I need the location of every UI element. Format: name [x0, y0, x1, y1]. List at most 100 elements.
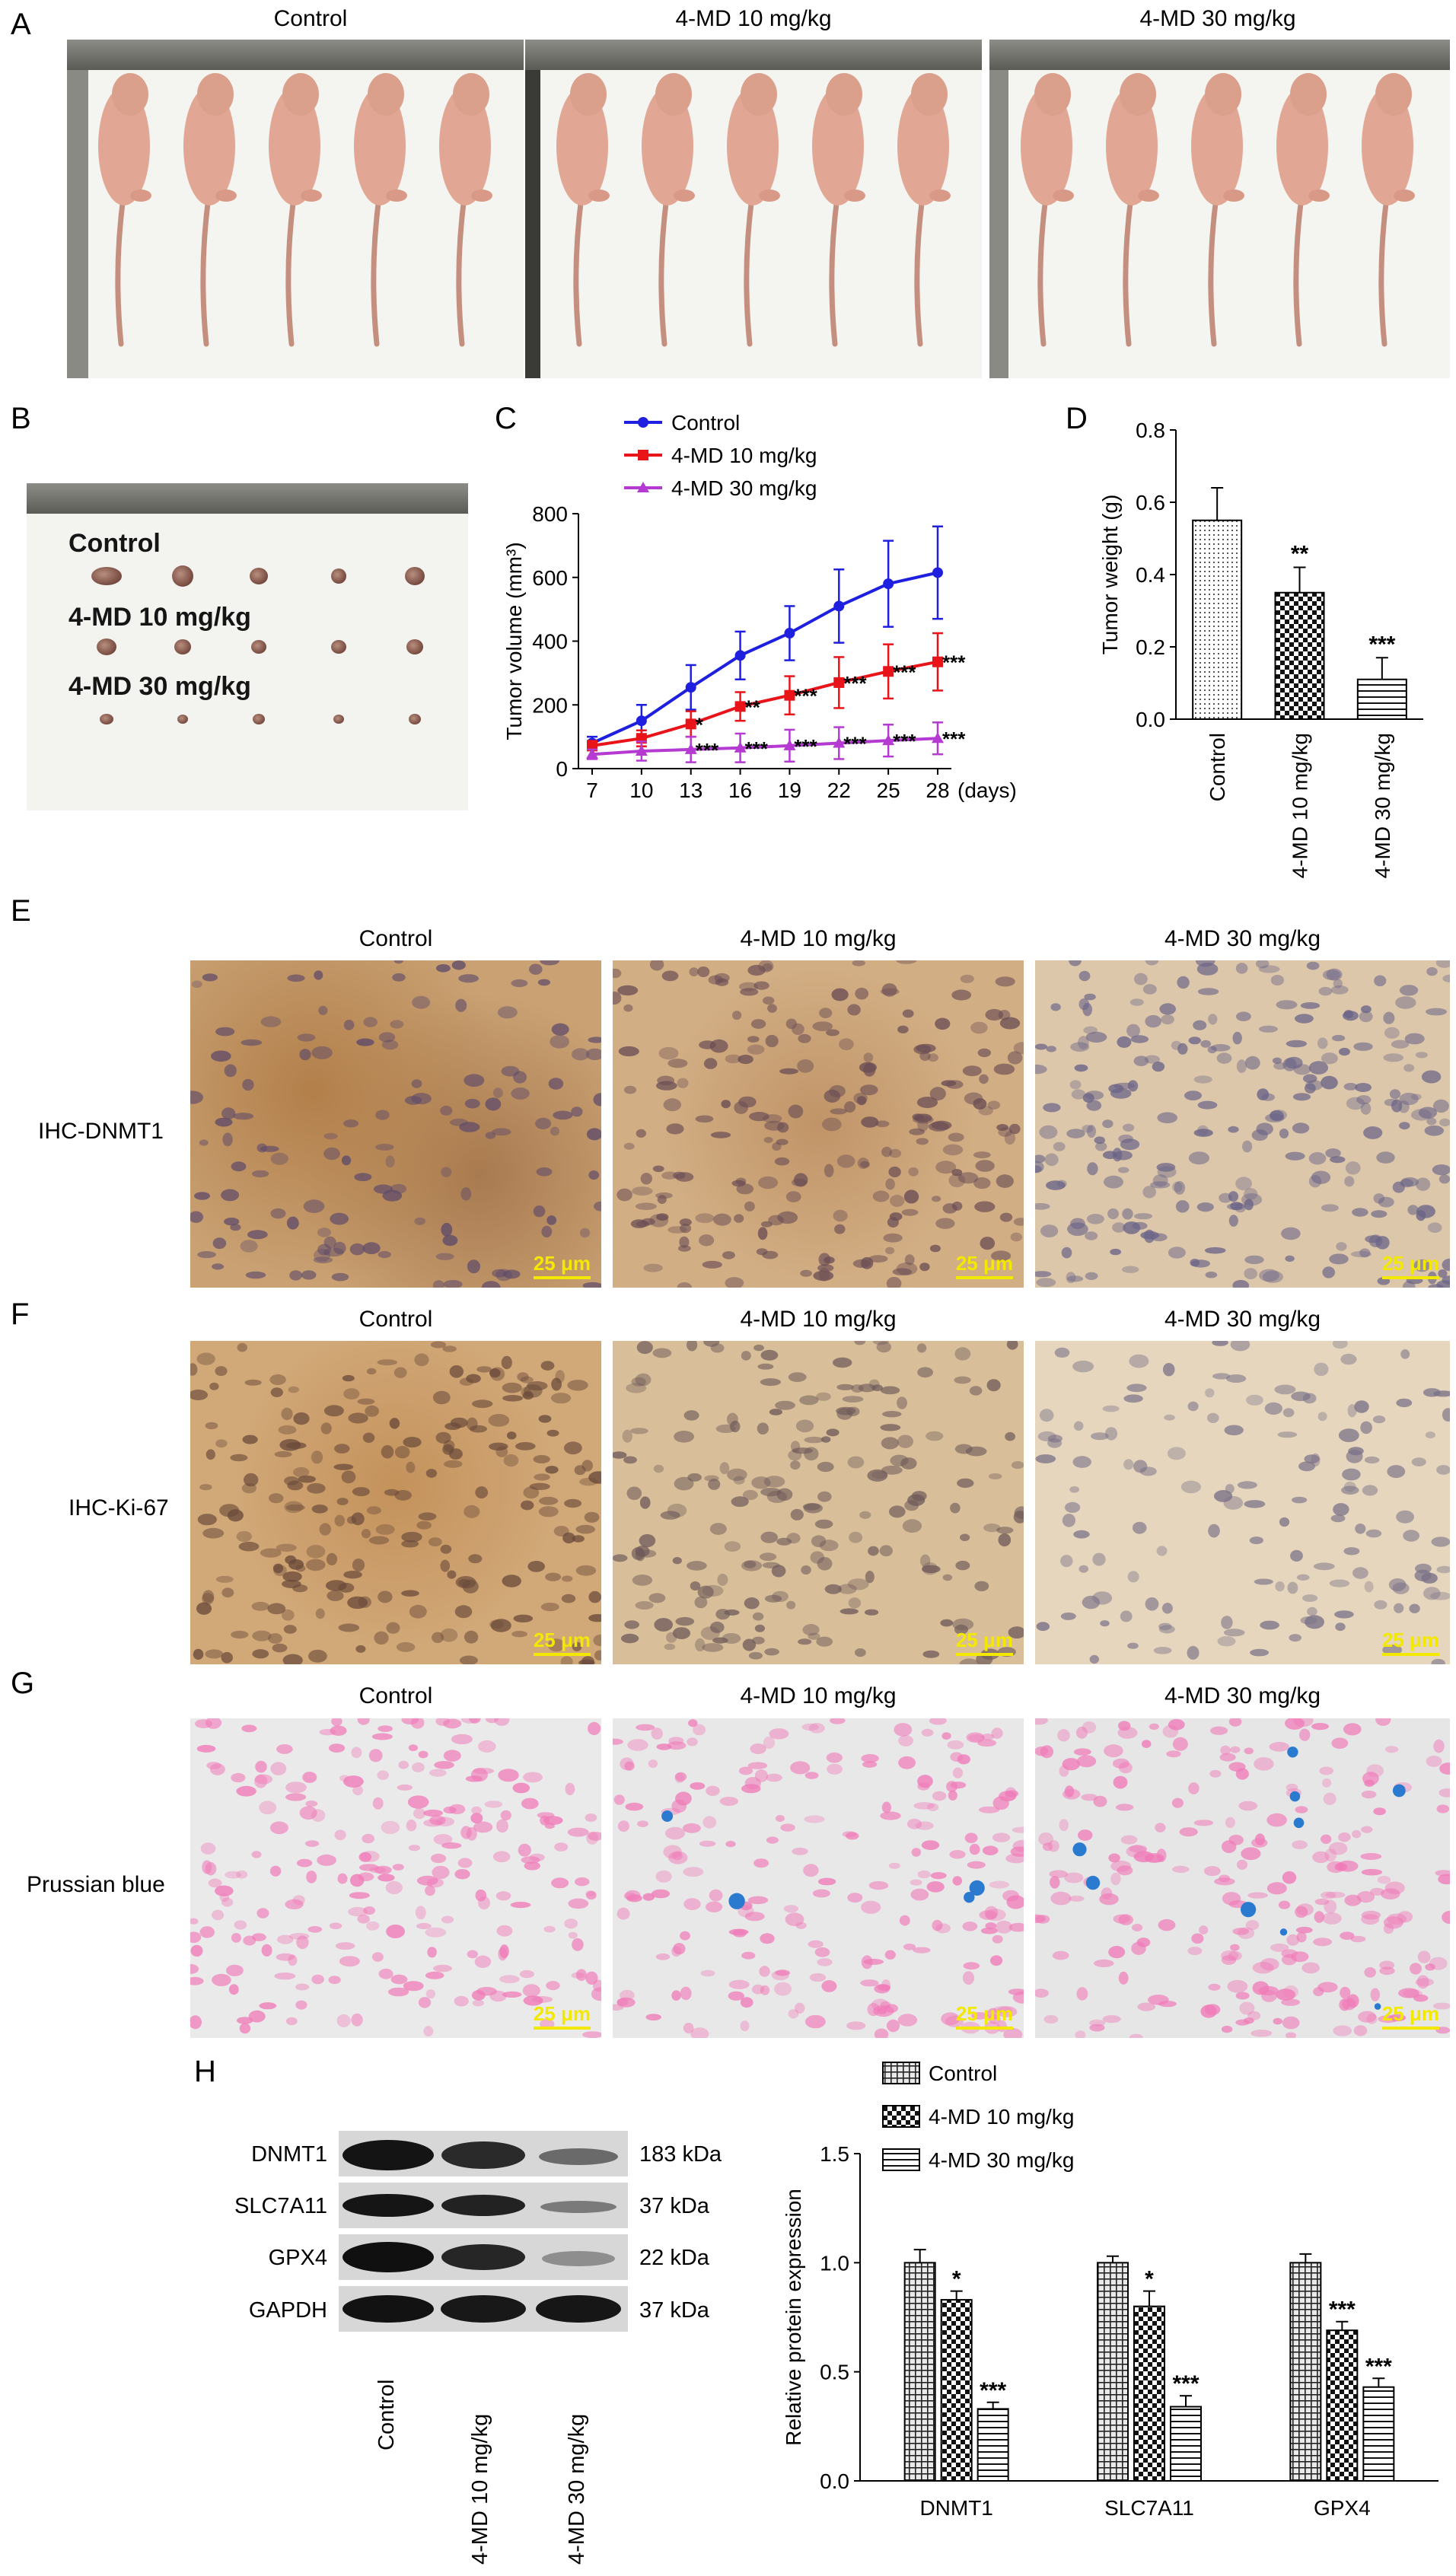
cell-nucleus [871, 1470, 888, 1479]
x-tick-label: 7 [586, 779, 598, 802]
g-title-control: Control [358, 1683, 433, 1708]
cell-nucleus [1035, 1718, 1048, 1725]
cell-nucleus [846, 2021, 866, 2030]
cell-nucleus [946, 1781, 958, 1792]
cell-nucleus [1400, 1177, 1419, 1187]
cell-nucleus [1091, 1432, 1109, 1441]
cell-nucleus [304, 1840, 320, 1847]
cell-nucleus [1403, 1530, 1419, 1542]
cell-nucleus [1139, 1466, 1157, 1476]
y-tick-label: 0.6 [1136, 491, 1165, 514]
cell-nucleus [1442, 1911, 1450, 1924]
cell-nucleus [1066, 1272, 1076, 1284]
cell-nucleus [378, 1590, 393, 1603]
cell-nucleus [230, 1454, 248, 1462]
cell-nucleus [817, 1461, 834, 1473]
cell-nucleus [757, 1227, 768, 1240]
cell-nucleus [839, 1038, 854, 1050]
cell-nucleus [413, 1808, 426, 1820]
cell-nucleus [766, 1773, 782, 1782]
cell-nucleus [196, 1744, 216, 1753]
cell-nucleus [333, 1463, 354, 1470]
cell-nucleus [675, 1772, 687, 1782]
cell-nucleus [1094, 1136, 1106, 1145]
cell-nucleus [824, 1584, 842, 1594]
mouse-body [1276, 87, 1328, 205]
cell-nucleus [572, 1641, 582, 1651]
cell-nucleus [295, 1565, 306, 1572]
cell-nucleus [375, 1144, 394, 1151]
cell-nucleus [888, 1166, 901, 1178]
cell-nucleus [1430, 1591, 1450, 1600]
cell-nucleus [1431, 1536, 1450, 1547]
cell-nucleus [1177, 976, 1190, 989]
cell-nucleus [1222, 1840, 1237, 1853]
cell-nucleus [416, 1922, 432, 1930]
cell-nucleus [440, 1544, 452, 1554]
cell-nucleus [416, 1520, 432, 1530]
cell-nucleus [498, 1769, 519, 1782]
cell-nucleus [1008, 1989, 1024, 1995]
cell-nucleus [626, 1486, 642, 1501]
cell-nucleus [1301, 1962, 1320, 1974]
cell-nucleus [695, 1115, 714, 1123]
cell-nucleus [1404, 1033, 1425, 1045]
cell-nucleus [1314, 1898, 1330, 1906]
cell-nucleus [812, 1889, 830, 1898]
cell-nucleus [523, 1995, 543, 2006]
cell-nucleus [868, 1255, 888, 1263]
cell-nucleus [1338, 1428, 1359, 1442]
cell-nucleus [932, 1791, 947, 1801]
cell-nucleus [375, 1524, 395, 1535]
cell-nucleus [1005, 1790, 1019, 1797]
cell-nucleus [785, 1018, 798, 1030]
cell-nucleus [775, 1400, 795, 1410]
iron-deposit [1241, 1902, 1257, 1918]
cell-nucleus [1302, 1594, 1318, 1602]
cell-nucleus [467, 1259, 480, 1274]
scale-bar: 25 μm [533, 2002, 591, 2030]
cell-nucleus [366, 1506, 381, 1515]
cell-nucleus [721, 1100, 731, 1109]
cell-nucleus [840, 1608, 859, 1615]
cell-nucleus [1243, 2017, 1254, 2024]
cell-nucleus [242, 1078, 254, 1091]
cell-nucleus [215, 1027, 235, 1036]
cell-nucleus [366, 1921, 380, 1931]
cell-nucleus [673, 1943, 686, 1955]
cell-nucleus [1340, 1931, 1355, 1940]
cell-nucleus [827, 1763, 843, 1775]
cell-nucleus [1292, 1093, 1311, 1101]
y-tick-label: 0.0 [820, 2469, 849, 2493]
cell-nucleus [1044, 1153, 1059, 1167]
cell-nucleus [830, 1718, 846, 1724]
cell-nucleus [289, 1270, 302, 1281]
cell-nucleus [202, 973, 218, 982]
cell-nucleus [929, 1087, 946, 1101]
cell-nucleus [1416, 1205, 1435, 1218]
cell-nucleus [651, 1727, 663, 1740]
cell-nucleus [1263, 1270, 1283, 1283]
panel-label-c: C [495, 402, 517, 435]
cell-nucleus [1131, 1941, 1146, 1955]
legend-swatch [882, 2105, 920, 2128]
cell-nucleus [195, 1719, 212, 1728]
cell-nucleus [904, 1254, 915, 1266]
mouse-head [1205, 73, 1241, 116]
cell-nucleus [1308, 1061, 1328, 1075]
cell-nucleus [728, 1928, 749, 1935]
cell-nucleus [935, 1923, 951, 1934]
cell-nucleus [1442, 1258, 1450, 1272]
cell-nucleus [862, 1761, 878, 1768]
cell-nucleus [915, 1821, 934, 1830]
cell-nucleus [804, 1815, 825, 1823]
cell-nucleus [241, 1724, 257, 1733]
cell-nucleus [261, 1944, 272, 1957]
cell-nucleus [623, 1142, 635, 1150]
cell-nucleus [311, 1974, 324, 1985]
cell-nucleus [579, 1477, 598, 1486]
cell-nucleus [1196, 1202, 1214, 1212]
cell-nucleus [425, 1885, 435, 1896]
cell-nucleus [378, 1968, 393, 1979]
cell-nucleus [897, 1025, 909, 1033]
